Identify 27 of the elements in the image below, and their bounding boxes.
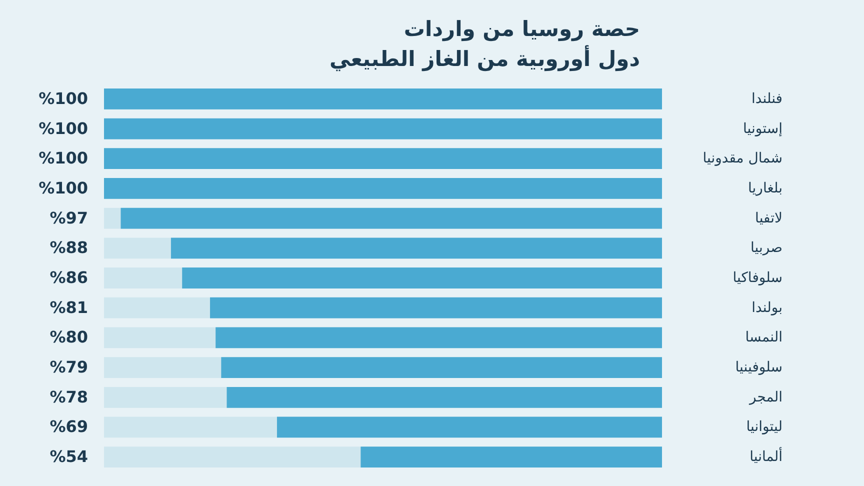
y-tick-label: سلوفينيا xyxy=(735,360,782,376)
y-tick-label: فنلندا xyxy=(751,90,782,107)
y-tick-label: لاتفيا xyxy=(755,210,782,226)
data-label: %79 xyxy=(50,358,88,377)
y-tick-label: المجر xyxy=(748,389,782,406)
y-tick-label: بولندا xyxy=(752,300,782,316)
data-label: %100 xyxy=(38,178,88,198)
y-tick-label: سلوفاكيا xyxy=(732,270,782,286)
data-label: %86 xyxy=(50,268,88,287)
data-label: %81 xyxy=(50,298,88,317)
data-label: %80 xyxy=(50,328,88,347)
data-label: %88 xyxy=(50,238,88,258)
y-tick-label: ألمانيا xyxy=(750,447,783,466)
data-label: %100 xyxy=(38,88,88,108)
y-tick-label: إستونيا xyxy=(743,120,783,137)
chart-title: حصة روسيا من واردات دول أوروبية من الغاز الطبيعي xyxy=(330,17,640,72)
data-label: %78 xyxy=(50,387,88,406)
data-label: %97 xyxy=(50,208,88,228)
data-label: %54 xyxy=(50,447,88,466)
data-label: %100 xyxy=(38,148,88,168)
data-label: %100 xyxy=(38,118,88,138)
data-label: %69 xyxy=(50,417,88,436)
y-tick-label: بلغاريا xyxy=(748,180,782,196)
y-tick-label: شمال مقدونيا xyxy=(702,150,782,167)
y-tick-label: ليتوانيا xyxy=(746,419,782,436)
y-tick-label: صربيا xyxy=(750,240,782,256)
y-tick-label: النمسا xyxy=(745,330,782,346)
